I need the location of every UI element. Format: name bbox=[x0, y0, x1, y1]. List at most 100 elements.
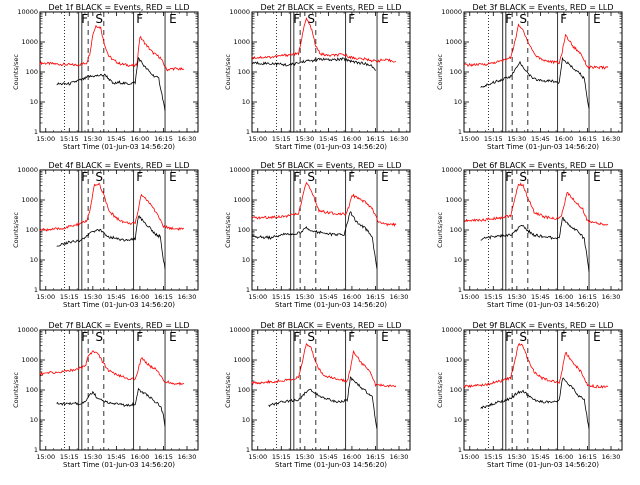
y-tick-label: 1000 bbox=[21, 38, 38, 46]
x-tick-label: 16:15 bbox=[154, 135, 173, 143]
x-tick-label: 16:00 bbox=[555, 135, 574, 143]
flag-letter: S bbox=[307, 330, 315, 344]
x-tick-label: 16:00 bbox=[555, 453, 574, 461]
x-tick-label: 16:15 bbox=[366, 135, 385, 143]
y-tick-label: 1000 bbox=[21, 356, 38, 364]
y-axis-label: Counts/sec bbox=[436, 372, 444, 408]
series-line-red-lld bbox=[463, 342, 609, 389]
x-tick-label: 15:00 bbox=[460, 135, 479, 143]
x-tick-label: 16:15 bbox=[578, 453, 597, 461]
y-tick-label: 1000 bbox=[445, 196, 462, 204]
y-tick-label: 100 bbox=[450, 226, 462, 234]
y-tick-label: 10000 bbox=[441, 166, 462, 174]
panel-title: Det 4f BLACK = Events, RED = LLD bbox=[48, 161, 189, 170]
x-tick-label: 15:15 bbox=[272, 135, 291, 143]
panel-title: Det 8f BLACK = Events, RED = LLD bbox=[260, 321, 401, 330]
x-tick-label: 16:15 bbox=[154, 453, 173, 461]
x-tick-label: 15:45 bbox=[107, 453, 126, 461]
flag-letter: E bbox=[593, 330, 601, 344]
panel-2: Det 2f BLACK = Events, RED = LLD 1 10 100 10… bbox=[224, 3, 411, 151]
x-tick-label: 16:30 bbox=[178, 135, 197, 143]
series-line-red-lld bbox=[463, 182, 608, 226]
x-tick-label: 15:45 bbox=[319, 135, 338, 143]
x-tick-label: 15:00 bbox=[36, 453, 55, 461]
x-tick-label: 15:45 bbox=[531, 453, 550, 461]
y-tick-label: 100 bbox=[26, 386, 38, 394]
flag-letter: E bbox=[169, 12, 177, 26]
flag-letter: F bbox=[81, 170, 88, 184]
y-tick-label: 1 bbox=[246, 128, 250, 136]
flag-letter: F bbox=[81, 12, 88, 26]
x-tick-label: 16:30 bbox=[602, 293, 621, 301]
series-line-red-lld bbox=[251, 181, 397, 227]
panel-7: Det 7f BLACK = Events, RED = LLD 1 10 100 10… bbox=[12, 321, 199, 469]
series-line-black-events bbox=[56, 215, 166, 270]
x-tick-label: 15:30 bbox=[83, 293, 102, 301]
x-tick-label: 15:00 bbox=[248, 453, 267, 461]
panel-title: Det 9f BLACK = Events, RED = LLD bbox=[472, 321, 613, 330]
plot-frame bbox=[463, 11, 623, 133]
x-tick-label: 16:00 bbox=[343, 453, 362, 461]
x-tick-label: 16:30 bbox=[178, 293, 197, 301]
y-tick-label: 10000 bbox=[17, 8, 38, 16]
flag-letter: F bbox=[348, 12, 355, 26]
y-tick-label: 1000 bbox=[233, 356, 250, 364]
flag-letter: E bbox=[593, 12, 601, 26]
series-line-black-events bbox=[56, 56, 166, 112]
x-tick-label: 15:15 bbox=[484, 453, 503, 461]
flag-letter: S bbox=[95, 170, 103, 184]
plot-frame bbox=[463, 329, 623, 451]
x-tick-label: 15:15 bbox=[272, 453, 291, 461]
x-tick-label: 16:30 bbox=[390, 293, 409, 301]
x-tick-label: 16:00 bbox=[343, 135, 362, 143]
x-tick-label: 15:15 bbox=[484, 293, 503, 301]
y-tick-label: 1 bbox=[458, 446, 462, 454]
y-axis-label: Counts/sec bbox=[224, 54, 232, 90]
panel-8: Det 8f BLACK = Events, RED = LLD 1 10 100 10… bbox=[224, 321, 411, 469]
y-tick-label: 10000 bbox=[17, 326, 38, 334]
y-tick-label: 10000 bbox=[229, 8, 250, 16]
x-axis-label: Start Time (01-Jun-03 14:56:20) bbox=[63, 143, 175, 151]
y-tick-label: 1 bbox=[34, 446, 38, 454]
x-tick-label: 16:00 bbox=[131, 453, 150, 461]
x-tick-label: 15:45 bbox=[319, 453, 338, 461]
x-tick-label: 15:00 bbox=[460, 453, 479, 461]
plot-frame bbox=[251, 169, 411, 291]
y-tick-label: 10 bbox=[454, 98, 462, 106]
series-line-black-events bbox=[268, 376, 378, 430]
x-tick-label: 15:45 bbox=[531, 135, 550, 143]
x-tick-label: 15:00 bbox=[248, 135, 267, 143]
x-tick-label: 15:30 bbox=[507, 453, 526, 461]
flag-letter: F bbox=[136, 170, 143, 184]
x-axis-label: Start Time (01-Jun-03 14:56:20) bbox=[487, 301, 599, 309]
x-tick-label: 16:30 bbox=[602, 453, 621, 461]
x-tick-label: 16:30 bbox=[390, 135, 409, 143]
plot-frame bbox=[463, 169, 623, 291]
flag-letter: F bbox=[560, 330, 567, 344]
flag-letter: E bbox=[169, 330, 177, 344]
plot-frame bbox=[251, 11, 411, 133]
flag-letter: S bbox=[95, 330, 103, 344]
flag-letter: F bbox=[560, 12, 567, 26]
flag-letter: F bbox=[81, 330, 88, 344]
y-tick-label: 10 bbox=[30, 256, 38, 264]
flag-letter: F bbox=[293, 12, 300, 26]
y-tick-label: 10 bbox=[30, 416, 38, 424]
flag-letter: F bbox=[348, 330, 355, 344]
x-tick-label: 15:45 bbox=[319, 293, 338, 301]
series-line-red-lld bbox=[251, 343, 397, 388]
panel-9: Det 9f BLACK = Events, RED = LLD 1 10 100 10… bbox=[436, 321, 623, 469]
x-tick-label: 15:45 bbox=[107, 293, 126, 301]
flag-letter: S bbox=[519, 330, 527, 344]
x-tick-label: 16:15 bbox=[578, 135, 597, 143]
x-tick-label: 16:15 bbox=[154, 293, 173, 301]
x-axis-label: Start Time (01-Jun-03 14:56:20) bbox=[63, 301, 175, 309]
x-axis-label: Start Time (01-Jun-03 14:56:20) bbox=[63, 461, 175, 469]
x-axis-label: Start Time (01-Jun-03 14:56:20) bbox=[275, 301, 387, 309]
y-axis-label: Counts/sec bbox=[12, 372, 20, 408]
y-tick-label: 100 bbox=[26, 68, 38, 76]
y-tick-label: 10000 bbox=[441, 326, 462, 334]
flag-letter: F bbox=[136, 330, 143, 344]
flag-letter: F bbox=[505, 170, 512, 184]
